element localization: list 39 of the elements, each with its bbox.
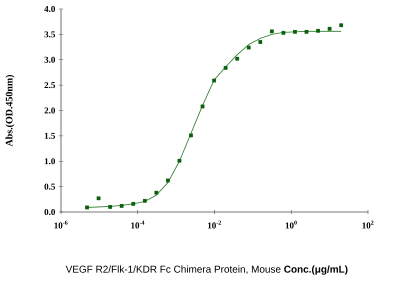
point: [339, 23, 344, 28]
y-axis-title: Abs.(OD.450nm): [5, 74, 14, 146]
point: [212, 78, 216, 82]
x-tick-label: 10$^{0}$: [286, 220, 297, 229]
point: [85, 206, 89, 210]
point: [328, 26, 332, 31]
point: [200, 104, 204, 108]
point: [316, 28, 320, 33]
y-tick-label: 2.0: [44, 107, 56, 114]
y-tick-label: 0.0: [44, 208, 56, 216]
point: [120, 204, 124, 208]
x-tick-label: 10$^{-6}$: [54, 220, 68, 228]
point: [304, 30, 308, 34]
point: [96, 196, 100, 200]
point: [131, 202, 136, 206]
y-tick-label: 4.0: [44, 6, 56, 12]
y-tick-label: 3.0: [44, 56, 56, 63]
point: [282, 30, 286, 35]
point: [246, 46, 251, 50]
point: [270, 29, 274, 34]
y-tick-label: 1.5: [44, 132, 56, 139]
point: [142, 198, 147, 203]
x-tick-label: 10$^{-4}$: [131, 220, 144, 228]
point: [235, 56, 240, 61]
point: [258, 40, 262, 44]
point: [224, 66, 228, 70]
y-tick-label: 2.5: [44, 82, 56, 88]
y-tick-label: 1.0: [44, 158, 56, 164]
point: [178, 158, 182, 163]
point: [108, 205, 112, 209]
point: [189, 133, 193, 138]
point: [293, 30, 297, 34]
x-tick-label: 10$^{-2}$: [208, 220, 221, 228]
y-tick-label: 0.5: [44, 184, 56, 190]
x-axis-title: VEGF R2/Flk-1/KDR Fc Chimera Protein, Mouse Conc.(μg/mL): [66, 265, 348, 275]
point: [154, 190, 158, 195]
y-tick-label: 3.5: [44, 31, 56, 38]
x-tick-label: 10$^{2}$: [362, 220, 374, 228]
point: [166, 178, 170, 182]
